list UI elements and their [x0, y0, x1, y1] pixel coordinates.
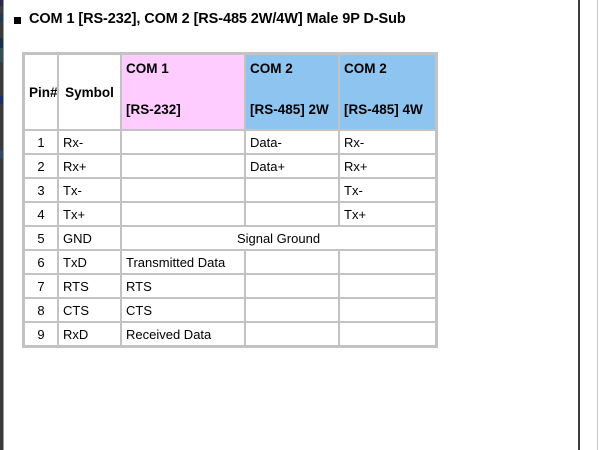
symbol-cell: Rx-: [59, 131, 120, 153]
left-edge-sliver: [0, 0, 3, 450]
table-row: 6 TxD Transmitted Data: [25, 251, 435, 273]
com2-4w-cell: [340, 251, 435, 273]
table-row: 9 RxD Received Data: [25, 323, 435, 345]
com2-2w-cell: [246, 323, 338, 345]
com2-2w-cell: Data-: [246, 131, 338, 153]
com2-4w-cell: [340, 299, 435, 321]
com2-2w-cell: [246, 299, 338, 321]
com1-cell: Received Data: [122, 323, 244, 345]
right-page-border: [578, 0, 580, 450]
page-title-text: COM 1 [RS-232], COM 2 [RS-485 2W/4W] Mal…: [29, 11, 406, 27]
symbol-cell: Rx+: [59, 155, 120, 177]
com2-4w-cell: Tx-: [340, 179, 435, 201]
table-header-cell-1: Pin#: [25, 55, 57, 129]
pin-number-cell: 4: [25, 203, 57, 225]
header-line-2: [RS-485] 2W: [250, 102, 329, 117]
far-right-page-border: [597, 0, 598, 450]
com1-cell: [122, 131, 244, 153]
right-outer-pane: [580, 0, 600, 450]
table-row: 7 RTS RTS: [25, 275, 435, 297]
symbol-cell: RTS: [59, 275, 120, 297]
table-header-cell-3: COM 1 [RS-232]: [122, 55, 244, 129]
symbol-cell: CTS: [59, 299, 120, 321]
com1-cell: RTS: [122, 275, 244, 297]
table-row: 8 CTS CTS: [25, 299, 435, 321]
table-row: 4 Tx+ Tx+: [25, 203, 435, 225]
pin-assignment-table: Pin# Symbol COM 1 [RS-232] COM 2 [RS-485] 2W C…: [22, 52, 438, 348]
symbol-cell: Tx-: [59, 179, 120, 201]
table-header-row: Pin# Symbol COM 1 [RS-232] COM 2 [RS-485] 2W C…: [25, 55, 435, 129]
pin-number-cell: 2: [25, 155, 57, 177]
document-page: COM 1 [RS-232], COM 2 [RS-485 2W/4W] Mal…: [5, 0, 578, 450]
com2-4w-cell: [340, 275, 435, 297]
signal-ground-cell: Signal Ground: [122, 227, 435, 249]
table-header-cell-2: Symbol: [59, 55, 120, 129]
com2-2w-cell: Data+: [246, 155, 338, 177]
com1-cell: [122, 203, 244, 225]
pin-number-cell: 6: [25, 251, 57, 273]
com2-2w-cell: [246, 251, 338, 273]
header-line-2: [RS-232]: [126, 102, 181, 117]
symbol-cell: Tx+: [59, 203, 120, 225]
com1-cell: CTS: [122, 299, 244, 321]
table-row: 3 Tx- Tx-: [25, 179, 435, 201]
com2-4w-cell: Tx+: [340, 203, 435, 225]
page-title: COM 1 [RS-232], COM 2 [RS-485 2W/4W] Mal…: [14, 11, 406, 27]
pin-number-cell: 9: [25, 323, 57, 345]
pin-number-cell: 1: [25, 131, 57, 153]
com1-cell: [122, 179, 244, 201]
table-header-cell-5: COM 2 [RS-485] 4W: [340, 55, 435, 129]
header-line-1: COM 2: [250, 61, 293, 76]
header-line-1: COM 2: [344, 61, 387, 76]
symbol-cell: GND: [59, 227, 120, 249]
com2-4w-cell: [340, 323, 435, 345]
table-header-cell-4: COM 2 [RS-485] 2W: [246, 55, 338, 129]
header-line-2: [RS-485] 4W: [344, 102, 423, 117]
left-page-border: [3, 0, 4, 450]
pin-number-cell: 5: [25, 227, 57, 249]
symbol-cell: TxD: [59, 251, 120, 273]
com2-2w-cell: [246, 179, 338, 201]
com2-4w-cell: Rx-: [340, 131, 435, 153]
pin-number-cell: 8: [25, 299, 57, 321]
symbol-cell: RxD: [59, 323, 120, 345]
com1-cell: Transmitted Data: [122, 251, 244, 273]
table-row: 1 Rx- Data- Rx-: [25, 131, 435, 153]
com2-2w-cell: [246, 275, 338, 297]
pin-number-cell: 3: [25, 179, 57, 201]
com2-4w-cell: Rx+: [340, 155, 435, 177]
table-row: 5 GND Signal Ground: [25, 227, 435, 249]
pin-number-cell: 7: [25, 275, 57, 297]
header-line-1: COM 1: [126, 61, 169, 76]
table-row: 2 Rx+ Data+ Rx+: [25, 155, 435, 177]
com1-cell: [122, 155, 244, 177]
square-bullet-icon: [14, 16, 21, 24]
com2-2w-cell: [246, 203, 338, 225]
